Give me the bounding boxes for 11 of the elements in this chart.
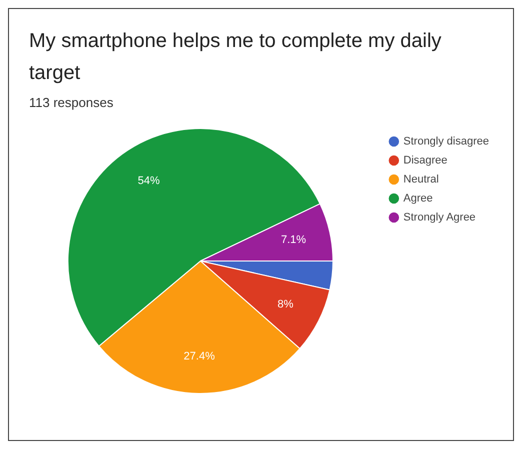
legend-label: Neutral xyxy=(403,174,439,186)
data-label: 8% xyxy=(277,298,294,310)
legend-label: Strongly Agree xyxy=(403,212,476,224)
legend-label: Disagree xyxy=(403,154,448,167)
chart-subtitle: 113 responses xyxy=(28,94,114,110)
data-label: 27.4% xyxy=(184,350,216,362)
data-label: 7.1% xyxy=(280,234,306,246)
data-label: 54% xyxy=(138,174,160,187)
legend-label: Agree xyxy=(403,192,433,205)
chart-title: My smartphone helps me to complete my daily target xyxy=(28,29,442,86)
legend-label: Strongly disagree xyxy=(403,136,490,148)
